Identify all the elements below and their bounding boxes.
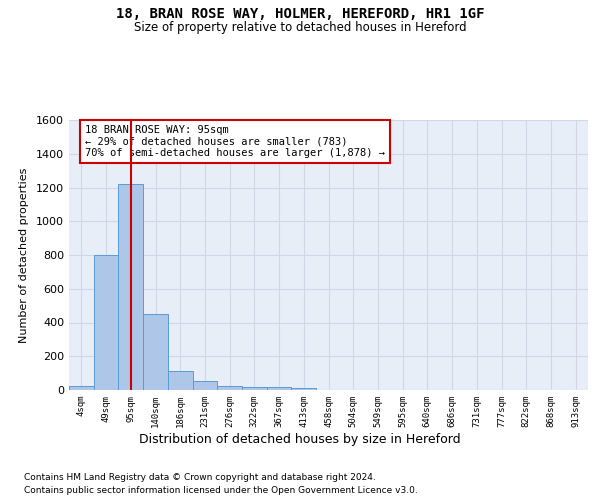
Text: Distribution of detached houses by size in Hereford: Distribution of detached houses by size …	[139, 432, 461, 446]
Bar	[242, 386, 267, 390]
Y-axis label: Number of detached properties: Number of detached properties	[19, 168, 29, 342]
Bar	[217, 386, 242, 390]
Text: Contains HM Land Registry data © Crown copyright and database right 2024.: Contains HM Land Registry data © Crown c…	[24, 472, 376, 482]
Bar	[267, 388, 292, 390]
Bar	[94, 255, 118, 390]
Bar	[292, 388, 316, 390]
Bar	[143, 314, 168, 390]
Bar	[69, 386, 94, 390]
Bar	[193, 380, 217, 390]
Text: 18, BRAN ROSE WAY, HOLMER, HEREFORD, HR1 1GF: 18, BRAN ROSE WAY, HOLMER, HEREFORD, HR1…	[116, 8, 484, 22]
Text: Size of property relative to detached houses in Hereford: Size of property relative to detached ho…	[134, 21, 466, 34]
Bar	[118, 184, 143, 390]
Bar	[168, 370, 193, 390]
Text: 18 BRAN ROSE WAY: 95sqm
← 29% of detached houses are smaller (783)
70% of semi-d: 18 BRAN ROSE WAY: 95sqm ← 29% of detache…	[85, 125, 385, 158]
Text: Contains public sector information licensed under the Open Government Licence v3: Contains public sector information licen…	[24, 486, 418, 495]
